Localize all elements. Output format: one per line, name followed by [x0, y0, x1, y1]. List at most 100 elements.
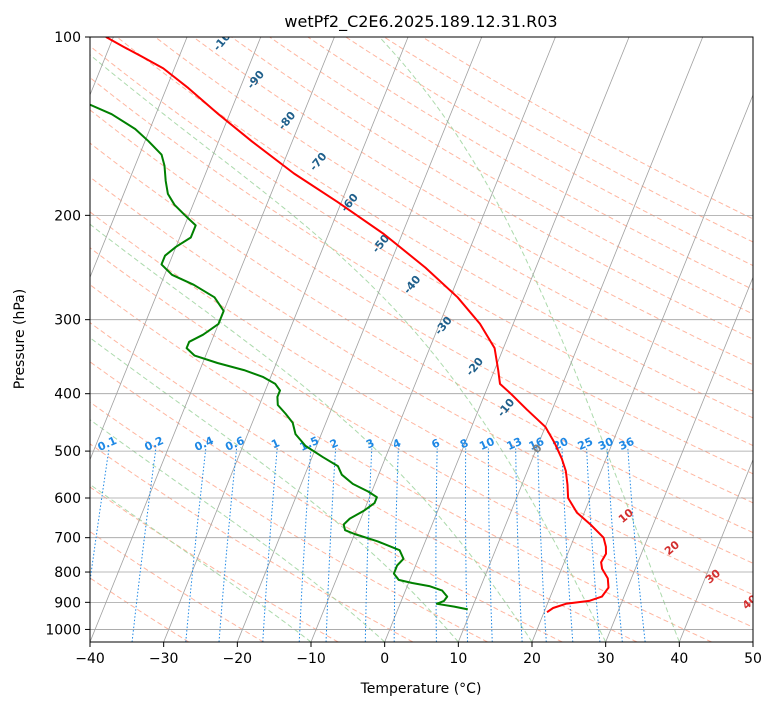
- mixing-ratio-label: 30: [596, 435, 616, 453]
- mixing-ratio-label: 4: [391, 436, 404, 451]
- mixing-ratio-line: [606, 448, 623, 642]
- mixing-ratio-line: [131, 448, 157, 642]
- dry-adiabat-label: 30: [703, 566, 723, 586]
- x-tick-label: 40: [670, 651, 688, 667]
- mixing-ratio-label: 1: [269, 436, 281, 451]
- x-tick-label: −10: [296, 651, 326, 667]
- moist-adiabat-label: -80: [276, 109, 299, 133]
- moist-adiabat-label: -100: [211, 24, 239, 54]
- y-tick-label: 500: [54, 444, 81, 460]
- dry-adiabat-line: [422, 37, 753, 220]
- moist-adiabat-line: [90, 223, 533, 642]
- dry-adiabat-line: [154, 37, 753, 392]
- dry-adiabat-line: [90, 109, 753, 504]
- moist-adiabat-label: -10: [495, 396, 518, 420]
- dry-adiabat-line: [90, 142, 753, 534]
- y-tick-label: 300: [54, 313, 81, 329]
- y-axis-label: Pressure (hPa): [12, 289, 28, 389]
- moist-adiabat-line: [90, 483, 312, 642]
- isotherm-line: [678, 458, 753, 642]
- y-tick-label: 600: [54, 491, 81, 507]
- mixing-ratio-label: 20: [551, 435, 571, 453]
- mixing-ratio-label: 13: [505, 435, 524, 453]
- mixing-ratio-line: [465, 448, 468, 642]
- dry-adiabat-line: [90, 443, 414, 642]
- mixing-ratio-line: [487, 448, 493, 642]
- y-tick-label: 900: [54, 595, 81, 611]
- moist-adiabat-line: [379, 37, 680, 642]
- dry-adiabat-line: [90, 531, 264, 642]
- isotherm-line: [90, 37, 335, 642]
- mixing-ratio-line: [435, 448, 438, 642]
- moist-adiabat-line: [90, 337, 459, 642]
- dry-adiabat-line: [90, 284, 712, 642]
- mixing-ratio-label: 8: [458, 436, 470, 451]
- dry-adiabat-label: 40: [740, 592, 760, 612]
- x-tick-label: 30: [597, 651, 615, 667]
- mixing-ratio-label: 25: [576, 435, 595, 453]
- x-tick-label: 0: [380, 651, 389, 667]
- dry-adiabat-line: [90, 211, 753, 596]
- dry-adiabat-line: [90, 247, 753, 628]
- isotherm-line: [605, 276, 753, 642]
- mixing-ratio-label: 3: [364, 436, 376, 451]
- x-axis-label: Temperature (°C): [360, 681, 482, 697]
- isotherm-line: [90, 37, 188, 279]
- mixing-ratio-line: [298, 448, 312, 642]
- dry-adiabat-label: 20: [662, 538, 682, 558]
- moist-adiabat-label: -70: [307, 150, 330, 174]
- mixing-ratio-label: 36: [617, 435, 637, 453]
- mixing-ratio-line: [218, 448, 238, 642]
- y-tick-label: 700: [54, 531, 81, 547]
- x-tick-label: −20: [223, 651, 253, 667]
- isotherm-line: [457, 37, 704, 642]
- isotherm-line: [531, 93, 753, 642]
- plot-frame: [89, 36, 754, 643]
- temperature-profile-line: [105, 37, 610, 614]
- isotherm-line: [310, 37, 556, 642]
- x-tick-label: 10: [449, 651, 467, 667]
- isotherm-line: [163, 37, 409, 642]
- dry-adiabat-line: [90, 176, 753, 564]
- dry-adiabat-line: [269, 37, 753, 315]
- moist-adiabat-line: [90, 419, 386, 642]
- mixing-ratio-line: [90, 448, 110, 585]
- y-tick-label: 800: [54, 565, 81, 581]
- y-tick-label: 1000: [45, 622, 81, 638]
- isotherm-line: [752, 640, 753, 642]
- dry-adiabat-line: [90, 361, 563, 642]
- y-tick-label: 200: [54, 208, 81, 224]
- mixing-ratio-line: [537, 448, 547, 642]
- dry-adiabat-line: [90, 401, 488, 642]
- dry-adiabat-line: [193, 37, 753, 366]
- mixing-ratio-line: [586, 448, 601, 642]
- x-tick-label: −40: [75, 651, 105, 667]
- isotherm-line: [236, 37, 483, 642]
- line-labels: 0.1 0.2 0.4 0.6 1 1.5 2 3 4 6 8 10 13 16 20 25 30 36-100-…: [96, 24, 760, 612]
- dry-adiabat-line: [307, 37, 753, 291]
- chart-title: wetPf2_C2E6.2025.189.12.31.R03: [284, 12, 557, 32]
- moist-adiabat-line: [90, 54, 607, 642]
- x-tick-label: −30: [149, 651, 179, 667]
- dry-adiabat-line: [116, 37, 753, 419]
- y-tick-label: 100: [54, 30, 81, 46]
- mixing-ratio-line: [364, 448, 373, 642]
- isotherm-line: [90, 37, 262, 461]
- moist-adiabat-label: -50: [370, 232, 393, 256]
- isotherm-line: [384, 37, 630, 642]
- y-tick-label: 400: [54, 387, 81, 403]
- mixing-ratio-label: 10: [477, 435, 497, 453]
- dry-adiabat-line: [231, 37, 753, 340]
- x-axis-ticks: −40 −30 −20 −10 0 10 20 30 40 50: [75, 642, 762, 667]
- dry-adiabat-line: [90, 322, 638, 642]
- dry-adiabat-line: [345, 37, 753, 267]
- mixing-ratio-line: [325, 448, 337, 642]
- x-tick-label: 50: [744, 651, 762, 667]
- background-lines: [90, 37, 753, 642]
- x-tick-label: 20: [523, 651, 541, 667]
- dewpoint-profile-line: [90, 103, 469, 611]
- y-axis-ticks: 100 200 300 400 500 600 700 800 900 1000: [45, 30, 90, 638]
- mixing-ratio-label: 16: [527, 435, 547, 453]
- sounding-series: [90, 37, 610, 614]
